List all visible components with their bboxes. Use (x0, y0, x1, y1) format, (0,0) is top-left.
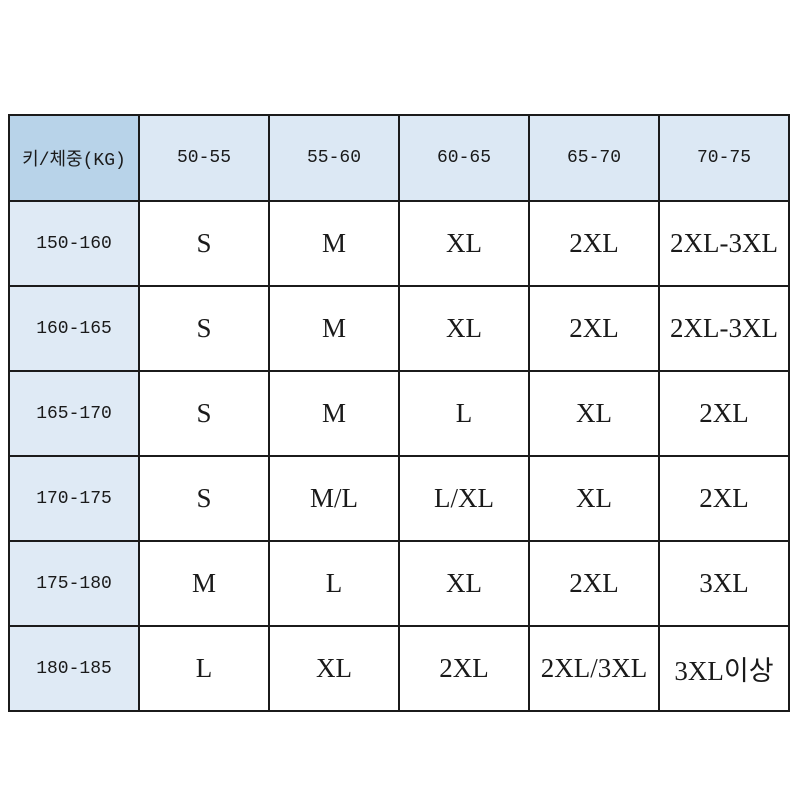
size-cell: 2XL/3XL (528, 625, 660, 712)
size-cell: M (268, 200, 400, 287)
size-cell: S (138, 285, 270, 372)
row-header-cell: 170-175 (8, 455, 140, 542)
table-row: 160-165 S M XL 2XL 2XL-3XL (8, 285, 790, 372)
table-header-row: 키/체중(KG) 50-55 55-60 60-65 65-70 70-75 (8, 114, 790, 202)
row-header-cell: 150-160 (8, 200, 140, 287)
size-cell: XL (398, 285, 530, 372)
table-row: 165-170 S M L XL 2XL (8, 370, 790, 457)
size-cell: 2XL (528, 200, 660, 287)
size-cell: 2XL (528, 540, 660, 627)
row-header-cell: 160-165 (8, 285, 140, 372)
size-cell: S (138, 200, 270, 287)
table-row: 170-175 S M/L L/XL XL 2XL (8, 455, 790, 542)
size-cell: M (268, 285, 400, 372)
size-cell: 2XL-3XL (658, 200, 790, 287)
size-cell: XL (268, 625, 400, 712)
corner-header-cell: 키/체중(KG) (8, 114, 140, 202)
size-cell: L/XL (398, 455, 530, 542)
size-cell: L (138, 625, 270, 712)
row-header-cell: 180-185 (8, 625, 140, 712)
size-cell: L (268, 540, 400, 627)
row-header-cell: 175-180 (8, 540, 140, 627)
size-cell: M/L (268, 455, 400, 542)
column-header-cell: 70-75 (658, 114, 790, 202)
size-cell: 2XL (528, 285, 660, 372)
column-header-cell: 60-65 (398, 114, 530, 202)
size-cell: XL (398, 540, 530, 627)
size-cell: XL (398, 200, 530, 287)
size-chart-table: 키/체중(KG) 50-55 55-60 60-65 65-70 70-75 1… (8, 114, 790, 712)
size-cell: 3XL이상 (658, 625, 790, 712)
table-row: 180-185 L XL 2XL 2XL/3XL 3XL이상 (8, 625, 790, 712)
size-cell: M (268, 370, 400, 457)
size-cell: M (138, 540, 270, 627)
size-cell: S (138, 455, 270, 542)
column-header-cell: 50-55 (138, 114, 270, 202)
row-header-cell: 165-170 (8, 370, 140, 457)
size-cell: 2XL-3XL (658, 285, 790, 372)
size-cell: 2XL (658, 455, 790, 542)
size-cell: L (398, 370, 530, 457)
table-row: 175-180 M L XL 2XL 3XL (8, 540, 790, 627)
size-cell: 2XL (658, 370, 790, 457)
size-cell: XL (528, 370, 660, 457)
size-cell: S (138, 370, 270, 457)
size-cell: XL (528, 455, 660, 542)
column-header-cell: 55-60 (268, 114, 400, 202)
size-cell: 3XL (658, 540, 790, 627)
column-header-cell: 65-70 (528, 114, 660, 202)
size-cell: 2XL (398, 625, 530, 712)
table-row: 150-160 S M XL 2XL 2XL-3XL (8, 200, 790, 287)
